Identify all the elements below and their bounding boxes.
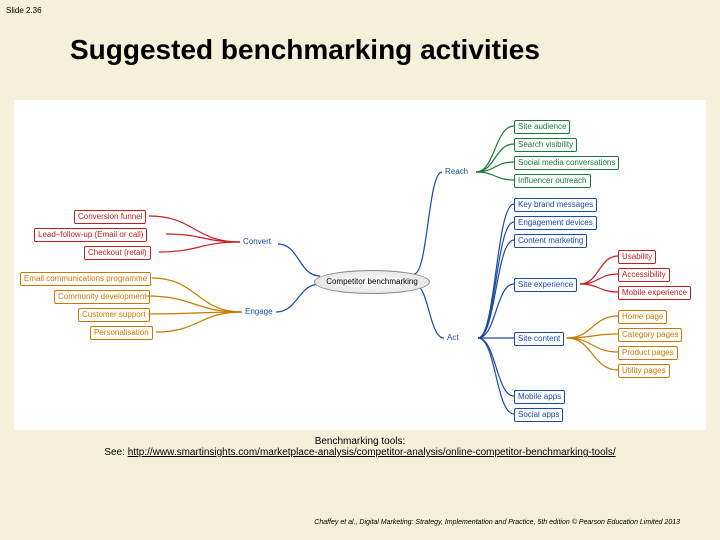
branch-reach: Reach	[442, 166, 471, 178]
leaf-convert-1: Lead–follow-up (Email or call)	[34, 228, 147, 242]
footer-attribution: Chaffey et al., Digital Marketing: Strat…	[314, 519, 680, 526]
subleaf-act-4-0: Home page	[618, 310, 667, 324]
slide-number: Slide 2.36	[6, 6, 42, 15]
subleaf-act-3-1: Accessibility	[618, 268, 670, 282]
subleaf-act-3-2: Mobile experience	[618, 286, 691, 300]
leaf-reach-3: Influencer outreach	[514, 174, 591, 188]
leaf-engage-0: Email communications programme	[20, 272, 151, 286]
leaf-act-4: Site content	[514, 332, 564, 346]
leaf-act-6: Social apps	[514, 408, 563, 422]
branch-convert: Convert	[240, 236, 274, 248]
leaf-reach-2: Social media conversations	[514, 156, 619, 170]
leaf-convert-2: Checkout (retail)	[84, 246, 151, 260]
tools-caption: Benchmarking tools: See: http://www.smar…	[0, 436, 720, 458]
leaf-engage-3: Personalisation	[90, 326, 153, 340]
leaf-act-0: Key brand messages	[514, 198, 597, 212]
leaf-reach-0: Site audience	[514, 120, 570, 134]
subleaf-act-4-2: Product pages	[618, 346, 678, 360]
tools-link[interactable]: http://www.smartinsights.com/marketplace…	[128, 447, 616, 458]
leaf-reach-1: Search visibility	[514, 138, 577, 152]
leaf-convert-0: Conversion funnel	[74, 210, 146, 224]
mindmap-diagram: Competitor benchmarking Reach Site audienc…	[14, 100, 706, 430]
subleaf-act-3-0: Usability	[618, 250, 656, 264]
subleaf-act-4-1: Category pages	[618, 328, 682, 342]
leaf-act-1: Engagement devices	[514, 216, 597, 230]
leaf-engage-2: Customer support	[78, 308, 150, 322]
leaf-act-2: Content marketing	[514, 234, 587, 248]
leaf-engage-1: Community development	[54, 290, 150, 304]
branch-engage: Engage	[242, 306, 276, 318]
tools-caption-prefix: See:	[104, 447, 127, 458]
subleaf-act-4-3: Utility pages	[618, 364, 670, 378]
leaf-act-5: Mobile apps	[514, 390, 565, 404]
leaf-act-3: Site experience	[514, 278, 577, 292]
center-node: Competitor benchmarking	[314, 270, 430, 294]
tools-caption-label: Benchmarking tools:	[315, 436, 406, 447]
branch-act: Act	[444, 332, 462, 344]
page-title: Suggested benchmarking activities	[70, 34, 540, 66]
